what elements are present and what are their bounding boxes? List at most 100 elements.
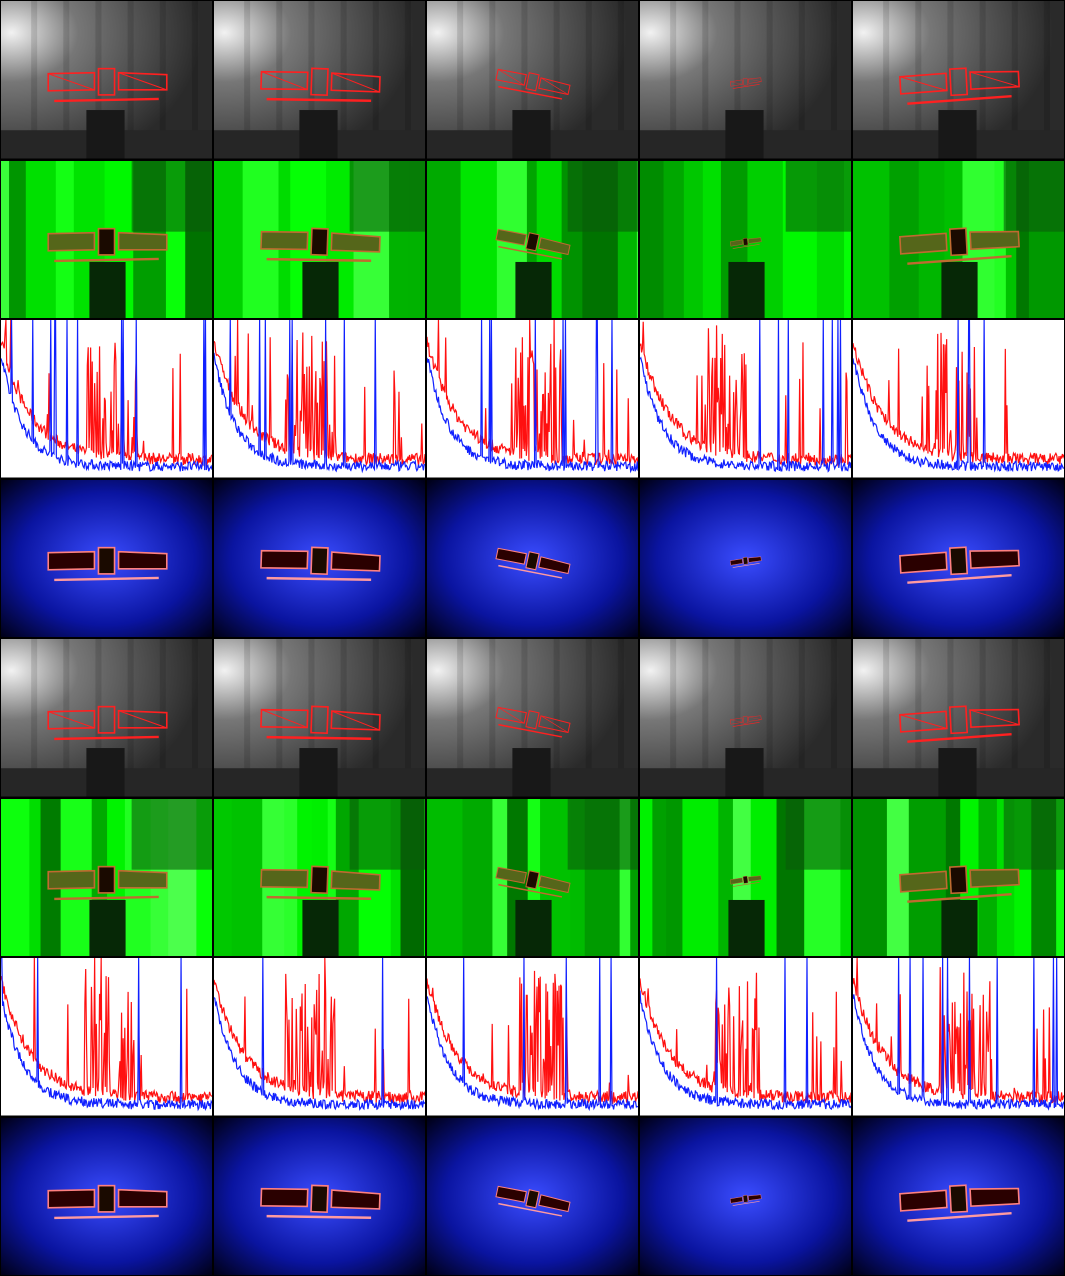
image-panel: [1, 639, 212, 797]
curtain-fold: [63, 1, 69, 132]
pedestal: [299, 748, 337, 796]
image-panel: [427, 799, 638, 957]
solar-panel: [48, 551, 94, 569]
curtain-fold: [341, 639, 347, 770]
solar-panel: [48, 232, 94, 250]
curtain-fold: [618, 639, 624, 770]
curtain-fold: [31, 639, 37, 770]
solar-panel: [48, 1189, 94, 1207]
curtain-fold: [915, 639, 921, 770]
curtain-fold: [586, 639, 592, 770]
image-panel: [427, 161, 638, 319]
image-panel: [214, 799, 425, 957]
pedestal: [938, 748, 976, 796]
curtain-fold: [618, 1, 624, 132]
curtain-fold: [160, 639, 166, 770]
curtain-fold: [128, 1, 134, 132]
depth-band: [427, 161, 441, 319]
solar-panel: [900, 233, 947, 254]
image-panel: [1, 320, 212, 478]
curtain-fold: [405, 639, 411, 770]
image-panel: [853, 799, 1064, 957]
depth-block: [350, 161, 425, 232]
satellite-body: [311, 547, 328, 574]
image-panel: [214, 639, 425, 797]
pedestal: [89, 899, 125, 956]
pedestal: [89, 261, 125, 318]
pedestal: [302, 261, 338, 318]
satellite-body: [311, 1185, 328, 1212]
solar-panel: [119, 1189, 167, 1206]
curtain-fold: [1044, 639, 1050, 770]
satellite-body: [743, 876, 748, 883]
pedestal: [512, 748, 550, 796]
solar-panel: [970, 229, 1019, 249]
curtain-fold: [341, 1, 347, 132]
image-panel: [1, 161, 212, 319]
image-panel: [214, 1118, 425, 1276]
curtain-fold: [244, 639, 250, 770]
curtain-fold: [31, 1, 37, 132]
pedestal: [515, 899, 551, 956]
satellite-body: [311, 228, 328, 255]
depth-band: [461, 161, 498, 319]
depth-block: [786, 799, 851, 870]
curtain-fold: [670, 1, 676, 132]
curtain-fold: [915, 1, 921, 132]
image-panel: [427, 958, 638, 1116]
image-panel: [640, 958, 851, 1116]
depth-band: [682, 799, 719, 957]
satellite-body: [950, 1185, 967, 1212]
depth-band: [427, 799, 463, 957]
curtain-fold: [160, 1, 166, 132]
solar-panel: [331, 233, 380, 252]
satellite-body: [98, 547, 114, 573]
image-panel: [1, 1118, 212, 1276]
image-panel: [640, 1, 851, 159]
curtain-fold: [489, 639, 495, 770]
curtain-fold: [457, 1, 463, 132]
satellite-body: [950, 866, 967, 893]
pedestal: [86, 110, 124, 158]
pedestal: [86, 748, 124, 796]
image-panel: [427, 1118, 638, 1276]
image-panel: [853, 1, 1064, 159]
depth-block: [568, 161, 638, 232]
image-panel: [853, 958, 1064, 1116]
satellite-body: [98, 1185, 114, 1211]
curtain-fold: [373, 639, 379, 770]
depth-block: [1004, 799, 1064, 870]
solar-panel: [900, 871, 947, 892]
satellite-body: [311, 866, 328, 893]
satellite-body: [743, 1195, 748, 1202]
curtain-fold: [128, 639, 134, 770]
depth-band: [853, 161, 890, 319]
solar-panel: [119, 232, 167, 249]
curtain-fold: [192, 639, 198, 770]
pedestal: [941, 261, 977, 318]
depth-band: [9, 161, 27, 319]
satellite-body: [98, 866, 114, 892]
solar-panel: [331, 871, 380, 890]
depth-band: [462, 799, 493, 957]
depth-block: [132, 799, 212, 870]
solar-panel: [900, 552, 947, 573]
curtain-fold: [405, 1, 411, 132]
depth-band: [440, 161, 462, 319]
depth-band: [664, 161, 685, 319]
depth-block: [568, 799, 638, 870]
image-panel: [214, 1, 425, 159]
curtain-fold: [767, 1, 773, 132]
pedestal: [725, 748, 763, 796]
image-panel: [1, 1, 212, 159]
curtain-fold: [831, 639, 837, 770]
curtain-fold: [373, 1, 379, 132]
solar-panel: [970, 1186, 1019, 1206]
depth-band: [666, 799, 683, 957]
depth-block: [1004, 161, 1064, 232]
depth-band: [1, 799, 30, 957]
depth-band: [684, 161, 704, 319]
image-panel: [640, 480, 851, 638]
pedestal: [512, 110, 550, 158]
curtain-fold: [831, 1, 837, 132]
